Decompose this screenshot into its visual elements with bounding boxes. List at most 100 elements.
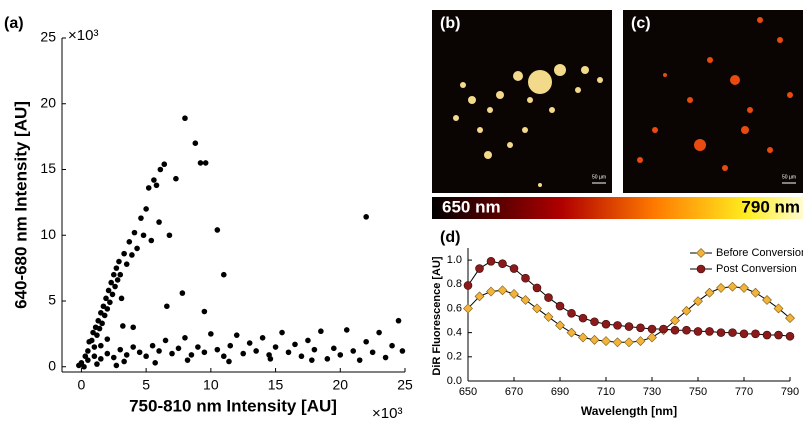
point <box>188 352 195 358</box>
marker <box>670 315 680 326</box>
point <box>94 361 100 367</box>
point <box>157 166 164 173</box>
legend-marker <box>696 264 706 274</box>
point <box>298 353 305 360</box>
x-axis-label: Wavelength [nm] <box>581 404 677 418</box>
point <box>169 350 175 357</box>
x-multiplier: ×10³ <box>372 405 402 422</box>
point <box>101 312 108 319</box>
marker <box>739 282 749 293</box>
point <box>114 277 121 283</box>
point <box>121 358 127 365</box>
y-tick-label: 1.0 <box>447 254 462 266</box>
point <box>152 359 158 366</box>
marker <box>544 293 553 302</box>
point <box>123 352 130 358</box>
marker <box>716 328 726 337</box>
marker <box>670 325 680 335</box>
marker <box>613 321 622 330</box>
x-tick-label: 5 <box>142 377 150 393</box>
y-tick-label: 0.6 <box>447 302 462 314</box>
x-tick-label: 650 <box>459 386 477 398</box>
marker <box>693 296 703 307</box>
point <box>121 250 127 257</box>
marker <box>509 289 519 299</box>
point <box>112 283 118 290</box>
y-tick-label: 10 <box>40 226 56 242</box>
panel-a: 0 5 10 15 20 25 0 5 10 15 20 25 (a) ×10³ ×10³ 750-810 n… <box>4 15 413 422</box>
panel-label: (d) <box>440 229 460 246</box>
point <box>166 232 173 239</box>
point <box>201 308 208 315</box>
point <box>382 354 389 361</box>
panel-d: 650 670 690 710 730 750 770 790 0.0 0.2 0.4 0.6 0.8 1… <box>431 229 803 418</box>
x-tick-label: 20 <box>332 377 348 393</box>
point <box>118 295 125 302</box>
point <box>175 345 182 352</box>
point <box>134 245 140 252</box>
marker <box>682 325 691 335</box>
point <box>202 160 209 166</box>
point <box>149 342 156 349</box>
marker <box>543 311 554 322</box>
point <box>161 161 168 168</box>
panel-c <box>623 10 803 193</box>
marker <box>463 303 473 314</box>
point <box>103 295 109 302</box>
marker <box>751 329 760 339</box>
marker <box>532 283 542 293</box>
marker <box>727 281 738 292</box>
x-tick-label: 25 <box>397 377 413 393</box>
point <box>226 358 232 365</box>
marker <box>647 324 657 334</box>
point <box>99 320 105 327</box>
point <box>164 303 170 310</box>
point <box>148 237 155 244</box>
marker <box>486 286 496 297</box>
x-tick-label: 730 <box>643 386 661 398</box>
marker <box>463 281 473 290</box>
point <box>305 337 311 344</box>
point <box>153 182 160 189</box>
point <box>81 363 87 370</box>
point <box>162 337 169 344</box>
marker <box>681 305 692 316</box>
point <box>145 185 152 191</box>
micrograph <box>623 10 803 193</box>
point <box>356 357 363 363</box>
colorbar <box>432 197 803 219</box>
marker <box>647 332 657 343</box>
y-tick-label: 0 <box>48 357 56 373</box>
point <box>94 332 100 338</box>
point <box>292 341 298 348</box>
point <box>350 348 357 354</box>
particles <box>637 17 793 171</box>
marker <box>716 282 726 293</box>
point <box>140 232 147 239</box>
marker <box>521 273 530 283</box>
x-tick-label: 770 <box>735 386 753 398</box>
x-tick-label: 710 <box>597 386 615 398</box>
point <box>117 346 124 353</box>
legend-label: Before Conversion <box>716 247 803 259</box>
marker <box>704 287 715 298</box>
point <box>376 329 382 336</box>
point <box>227 342 234 349</box>
point <box>192 140 199 146</box>
marker <box>728 328 737 337</box>
marker <box>509 264 519 273</box>
point <box>173 175 179 182</box>
point <box>123 261 130 267</box>
legend-label: Post Conversion <box>716 263 797 275</box>
marker <box>774 330 783 340</box>
marker <box>532 303 542 314</box>
point <box>82 353 89 360</box>
panel-label: (a) <box>4 15 24 32</box>
legend-marker <box>696 248 706 258</box>
marker <box>578 332 588 343</box>
y-tick-label: 20 <box>40 94 56 110</box>
point <box>129 252 135 258</box>
point <box>389 342 395 349</box>
y-axis-label: 640-680 nm Intensity [AU] <box>11 101 30 309</box>
point <box>110 271 117 278</box>
